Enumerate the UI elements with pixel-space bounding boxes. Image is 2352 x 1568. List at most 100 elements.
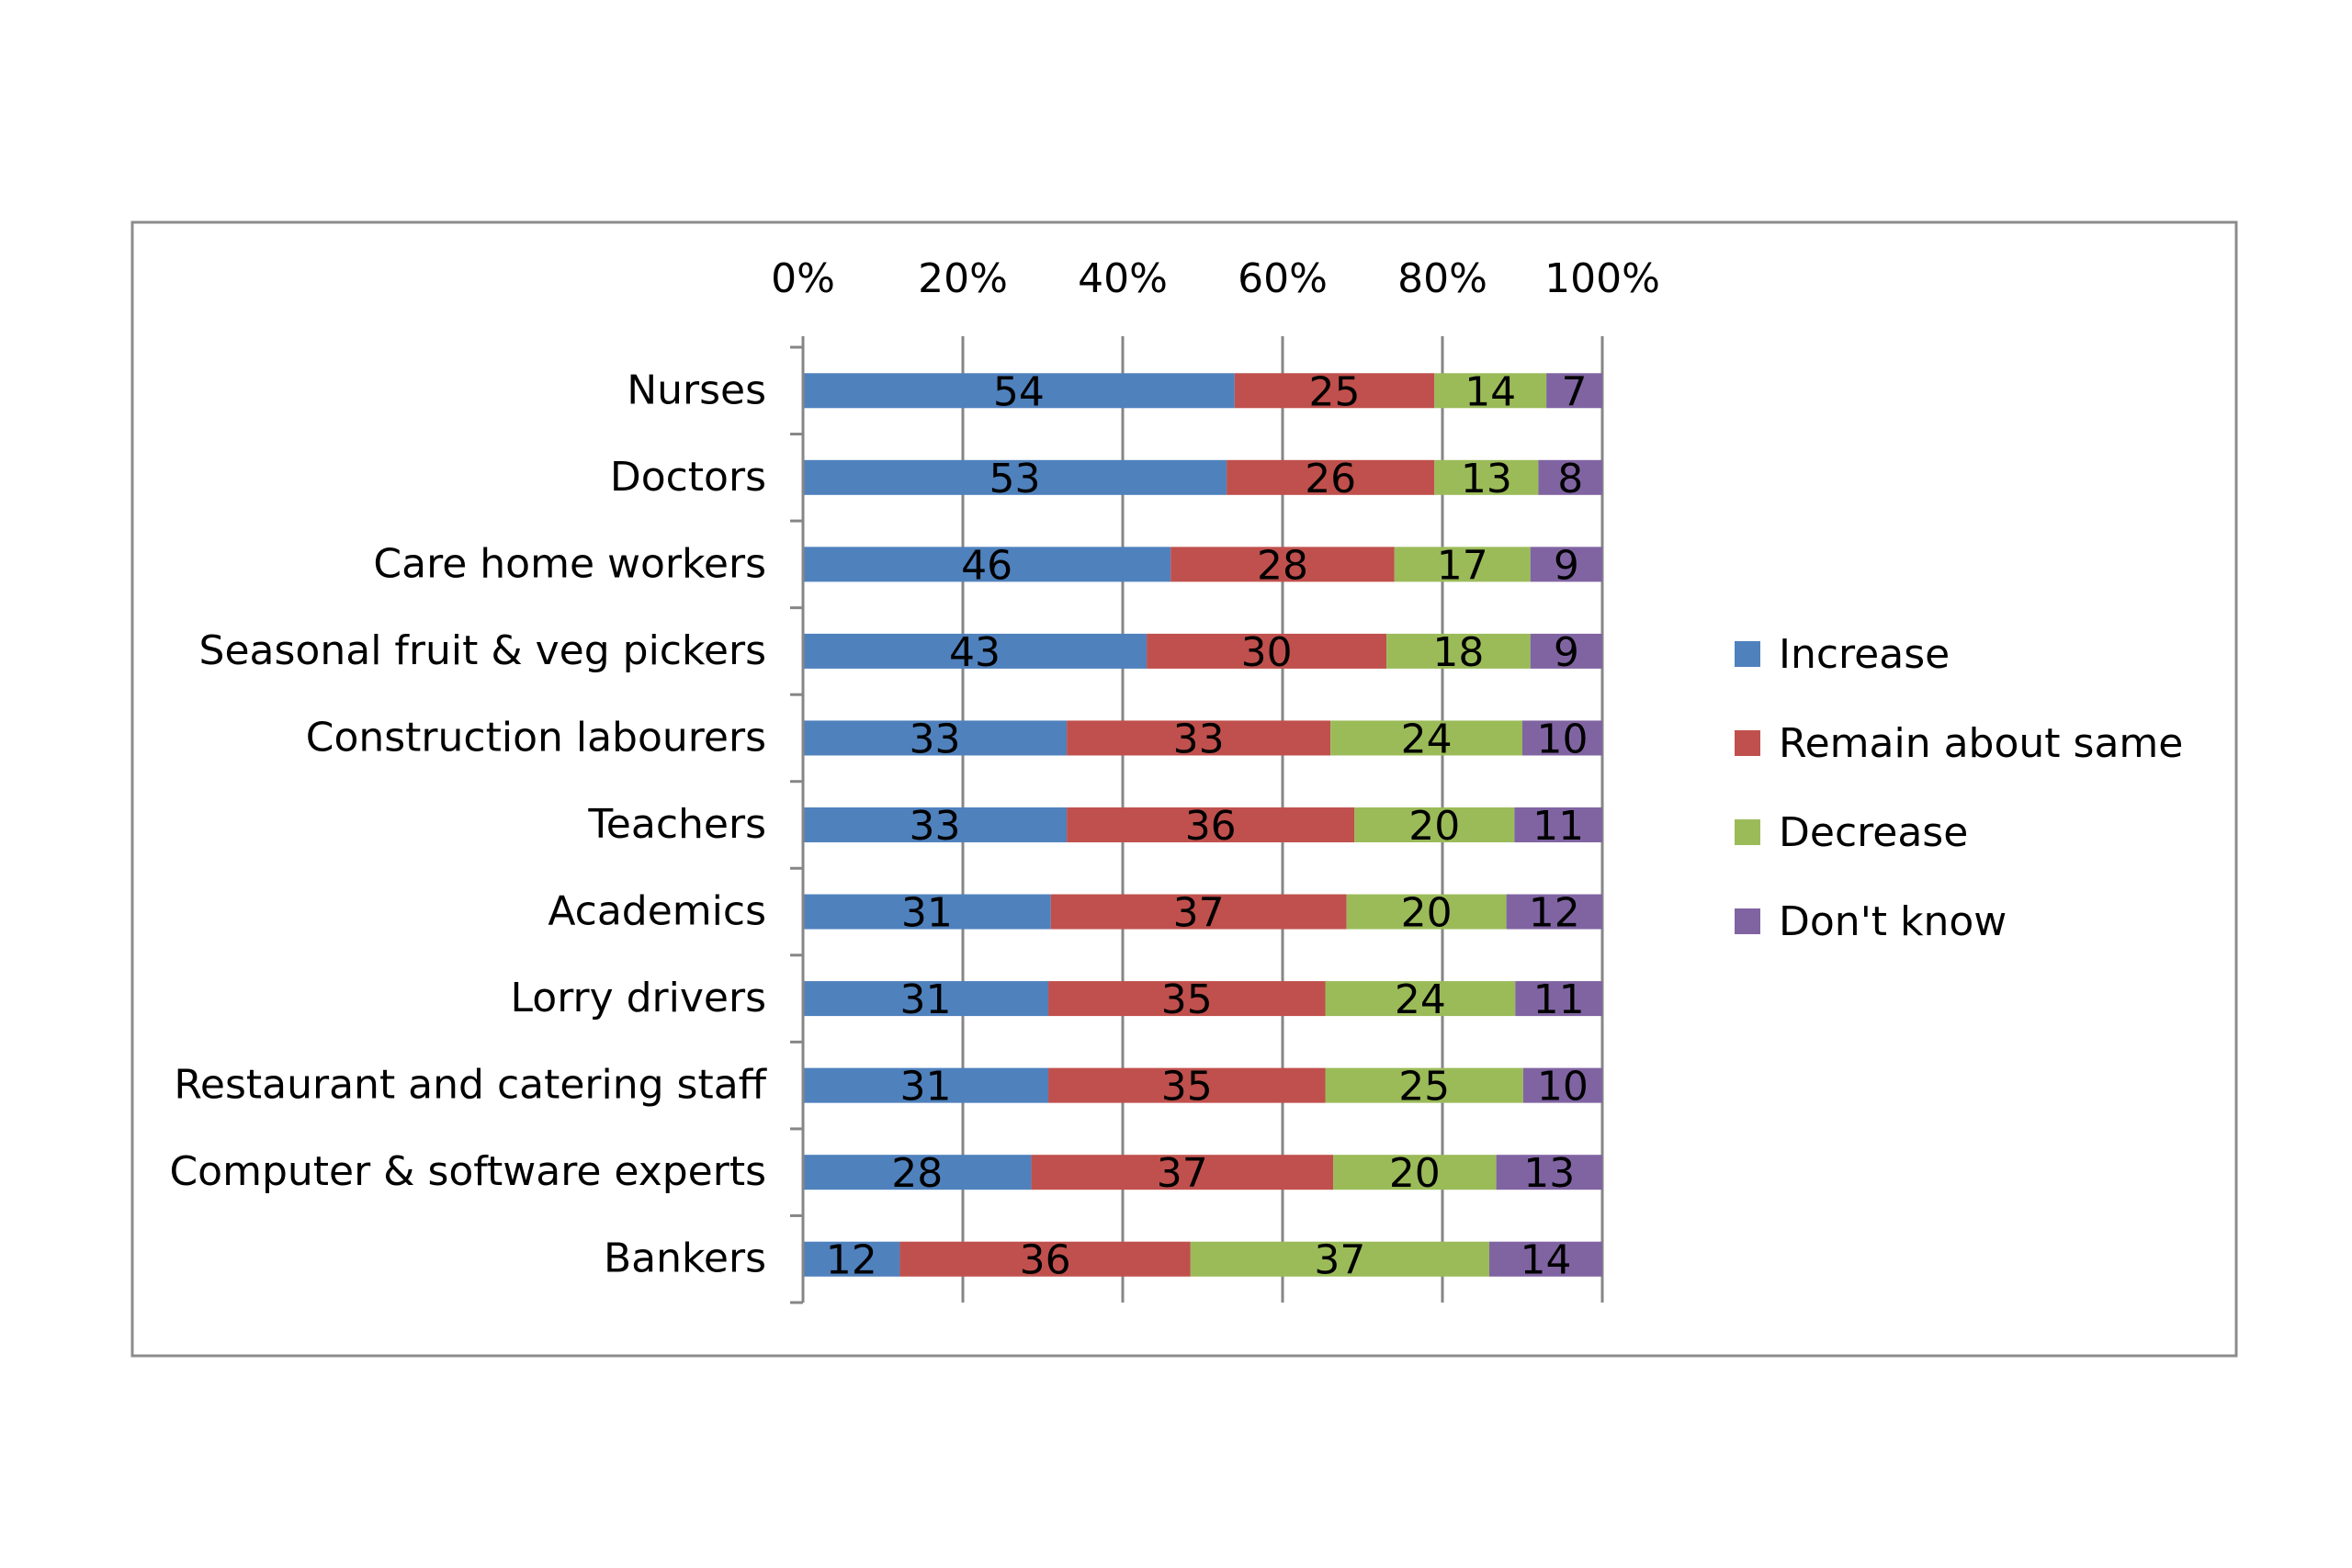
legend-label: Decrease bbox=[1779, 809, 1968, 856]
bar-segment bbox=[803, 547, 1171, 582]
legend: Increase Remain about same Decrease Don't k… bbox=[1735, 631, 2183, 945]
data-label: 8 bbox=[1557, 456, 1583, 502]
data-label: 20 bbox=[1389, 1150, 1441, 1197]
category-label: Construction labourers bbox=[306, 714, 766, 761]
legend-swatch bbox=[1735, 819, 1760, 845]
category-label: Care home workers bbox=[373, 540, 766, 587]
bars bbox=[803, 373, 1602, 1277]
x-tick-label: 40% bbox=[1078, 255, 1168, 302]
bar-segment bbox=[1394, 547, 1531, 582]
bar-segment bbox=[1170, 547, 1395, 582]
legend-swatch bbox=[1735, 641, 1760, 667]
bar-segment bbox=[803, 1241, 900, 1277]
x-tick-label: 0% bbox=[771, 255, 835, 302]
bar-segment bbox=[1354, 807, 1515, 842]
data-label: 33 bbox=[1173, 716, 1225, 762]
data-label: 37 bbox=[1173, 890, 1225, 937]
category-label: Academics bbox=[548, 888, 766, 935]
bar-segment bbox=[803, 807, 1068, 842]
bar-segment bbox=[803, 459, 1227, 495]
data-label: 30 bbox=[1241, 629, 1293, 676]
data-label: 10 bbox=[1537, 1064, 1589, 1111]
data-label: 9 bbox=[1554, 629, 1579, 676]
data-label: 53 bbox=[989, 456, 1041, 502]
bar-segment bbox=[1530, 633, 1602, 669]
bar-segment bbox=[1067, 807, 1355, 842]
data-label: 25 bbox=[1398, 1064, 1450, 1111]
bar-segment bbox=[803, 894, 1051, 930]
bar-segment bbox=[1325, 981, 1516, 1017]
labels: 0% 20% 40% 60% 80% 100% 54 25 14 7 Nurses 53 26 13 8 Do… bbox=[169, 255, 1659, 1284]
data-label: 10 bbox=[1537, 716, 1589, 762]
data-label: 25 bbox=[1309, 368, 1361, 415]
bar-segment bbox=[1434, 373, 1547, 409]
legend-swatch bbox=[1735, 908, 1760, 934]
bar-segment bbox=[1386, 633, 1531, 669]
data-label: 28 bbox=[891, 1150, 943, 1197]
bar-segment bbox=[803, 981, 1049, 1017]
x-tick-label: 20% bbox=[918, 255, 1008, 302]
data-label: 24 bbox=[1395, 976, 1446, 1023]
data-label: 24 bbox=[1401, 716, 1453, 762]
data-label: 11 bbox=[1533, 976, 1585, 1023]
data-label: 33 bbox=[910, 716, 961, 762]
data-label: 13 bbox=[1461, 456, 1512, 502]
data-label: 31 bbox=[900, 976, 952, 1023]
data-label: 37 bbox=[1314, 1237, 1365, 1284]
bar-segment bbox=[1227, 459, 1435, 495]
data-label: 31 bbox=[900, 1064, 952, 1111]
data-label: 36 bbox=[1185, 803, 1237, 850]
bar-segment bbox=[1434, 459, 1539, 495]
data-label: 31 bbox=[901, 890, 953, 937]
data-label: 12 bbox=[826, 1237, 877, 1284]
category-label: Computer & software experts bbox=[169, 1148, 766, 1195]
category-label: Teachers bbox=[587, 801, 766, 848]
category-label: Restaurant and catering staff bbox=[174, 1062, 767, 1109]
data-label: 12 bbox=[1529, 890, 1580, 937]
bar-segment bbox=[899, 1241, 1191, 1277]
bar-segment bbox=[1050, 894, 1347, 930]
bar-segment bbox=[1515, 981, 1602, 1017]
x-tick-label: 80% bbox=[1397, 255, 1487, 302]
data-label: 43 bbox=[949, 629, 1001, 676]
bar-segment bbox=[1147, 633, 1387, 669]
data-label: 18 bbox=[1432, 629, 1484, 676]
x-tick-label: 60% bbox=[1238, 255, 1328, 302]
axes bbox=[790, 336, 1604, 1304]
bar-segment bbox=[1514, 807, 1602, 842]
data-label: 14 bbox=[1520, 1237, 1571, 1284]
data-label: 35 bbox=[1161, 976, 1213, 1023]
data-label: 13 bbox=[1523, 1150, 1575, 1197]
data-label: 17 bbox=[1437, 542, 1488, 589]
bar-segment bbox=[1325, 1067, 1523, 1103]
category-label: Seasonal fruit & veg pickers bbox=[199, 627, 766, 674]
bar-segment bbox=[1488, 1241, 1602, 1277]
category-label: Nurses bbox=[627, 367, 766, 413]
data-label: 20 bbox=[1401, 890, 1453, 937]
bar-segment bbox=[1333, 1155, 1497, 1190]
data-label: 46 bbox=[961, 542, 1012, 589]
bar-segment bbox=[1190, 1241, 1489, 1277]
bar-segment bbox=[803, 1155, 1032, 1190]
legend-label: Increase bbox=[1779, 631, 1950, 678]
data-label: 7 bbox=[1562, 368, 1588, 415]
x-tick-label: 100% bbox=[1544, 255, 1660, 302]
bar-segment bbox=[1048, 981, 1326, 1017]
data-label: 36 bbox=[1020, 1237, 1071, 1284]
bar-segment bbox=[1506, 894, 1602, 930]
bar-segment bbox=[1067, 720, 1331, 756]
bar-segment bbox=[1234, 373, 1435, 409]
data-label: 20 bbox=[1408, 803, 1460, 850]
legend-label: Remain about same bbox=[1779, 720, 2183, 767]
data-label: 14 bbox=[1464, 368, 1516, 415]
bar-segment bbox=[803, 1067, 1049, 1103]
data-label: 54 bbox=[993, 368, 1045, 415]
category-label: Doctors bbox=[610, 454, 766, 501]
bar-segment bbox=[803, 373, 1235, 409]
bar-segment bbox=[1330, 720, 1522, 756]
legend-label: Don't know bbox=[1779, 898, 2007, 945]
bar-segment bbox=[1496, 1155, 1602, 1190]
data-label: 26 bbox=[1305, 456, 1356, 502]
